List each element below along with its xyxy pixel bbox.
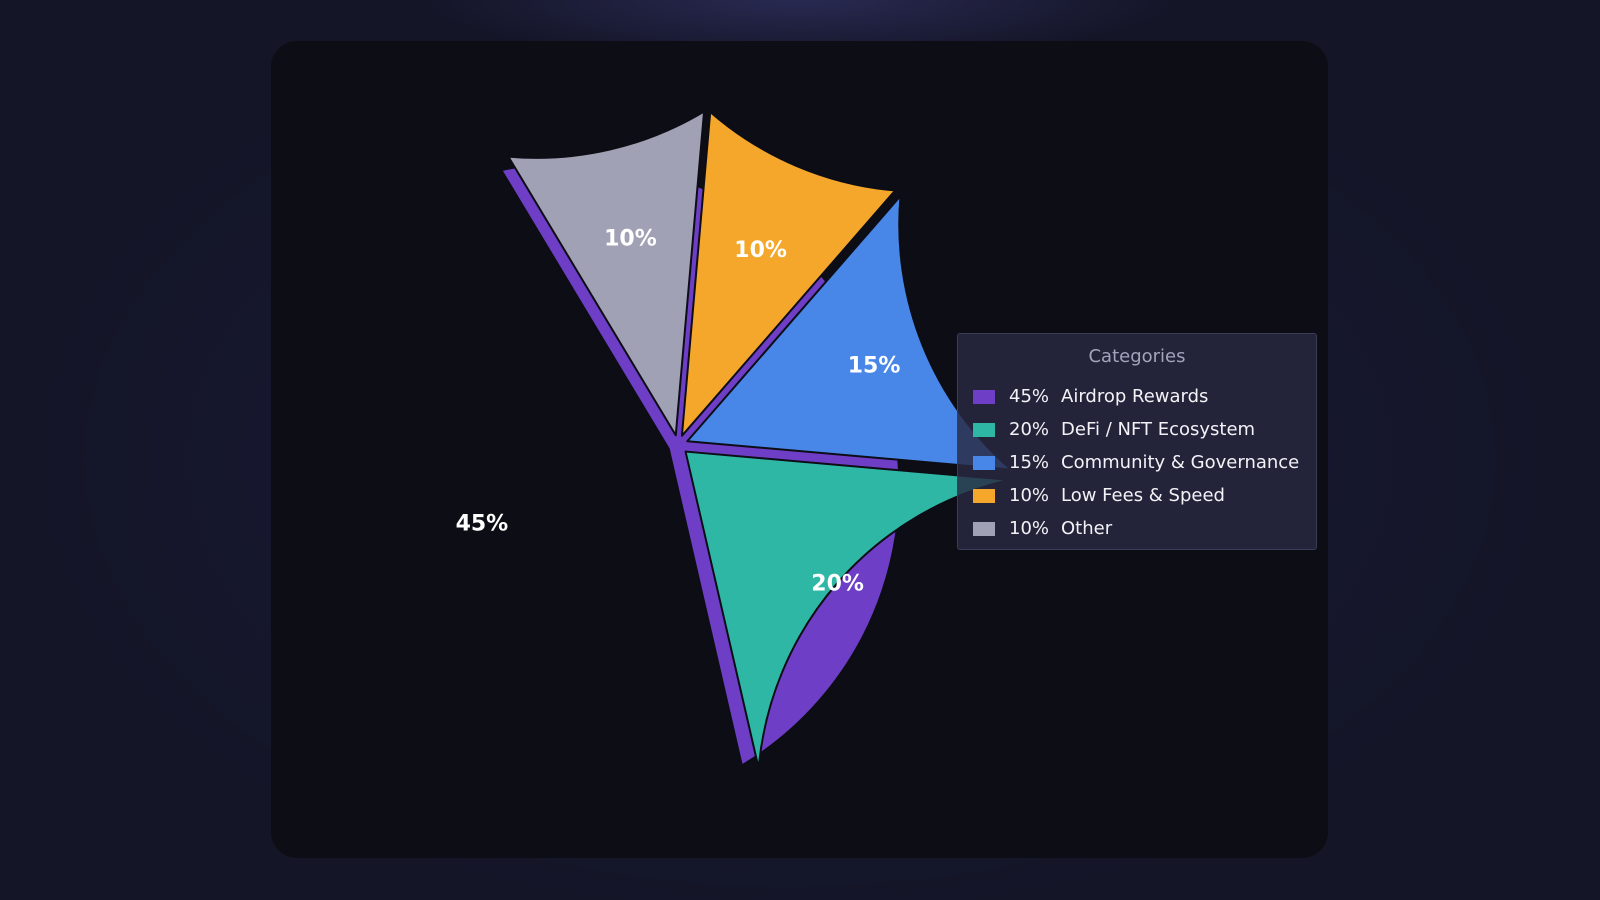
legend-label-2: Community & Governance	[1061, 452, 1300, 473]
slice-value-label-3: 10%	[734, 238, 787, 263]
slice-value-label-1: 20%	[811, 571, 864, 596]
pie-slice-4	[507, 110, 706, 437]
legend-swatch-1	[973, 422, 995, 437]
slice-value-label-4: 10%	[604, 226, 657, 251]
legend-label-3: Low Fees & Speed	[1061, 485, 1225, 506]
pie-slice-3	[680, 111, 897, 437]
legend-label-1: DeFi / NFT Ecosystem	[1061, 419, 1256, 440]
slice-value-label-0: 45%	[456, 512, 509, 537]
legend-item-3: 10% Low Fees & Speed	[958, 479, 1316, 512]
legend-swatch-3	[973, 488, 995, 503]
legend-items: 45% Airdrop Rewards 20% DeFi / NFT Ecosyste…	[958, 380, 1316, 545]
legend-value-4: 10%	[1009, 518, 1050, 539]
legend-item-1: 20% DeFi / NFT Ecosystem	[958, 413, 1316, 446]
legend-swatch-4	[973, 521, 995, 536]
legend-label-4: Other	[1061, 518, 1113, 539]
legend-value-0: 45%	[1009, 386, 1050, 407]
chart-legend: Categories 45% Airdrop Rewards 20% DeFi / N…	[957, 333, 1317, 550]
legend-value-3: 10%	[1009, 485, 1050, 506]
legend-value-2: 15%	[1009, 452, 1050, 473]
legend-swatch-2	[973, 455, 995, 470]
legend-item-0: 45% Airdrop Rewards	[958, 380, 1316, 413]
legend-item-2: 15% Community & Governance	[958, 446, 1316, 479]
slice-value-label-2: 15%	[848, 353, 901, 378]
legend-swatch-0	[973, 389, 995, 404]
legend-item-4: 10% Other	[958, 512, 1316, 545]
legend-title: Categories	[1088, 346, 1186, 367]
legend-label-0: Airdrop Rewards	[1061, 386, 1209, 407]
legend-value-1: 20%	[1009, 419, 1050, 440]
